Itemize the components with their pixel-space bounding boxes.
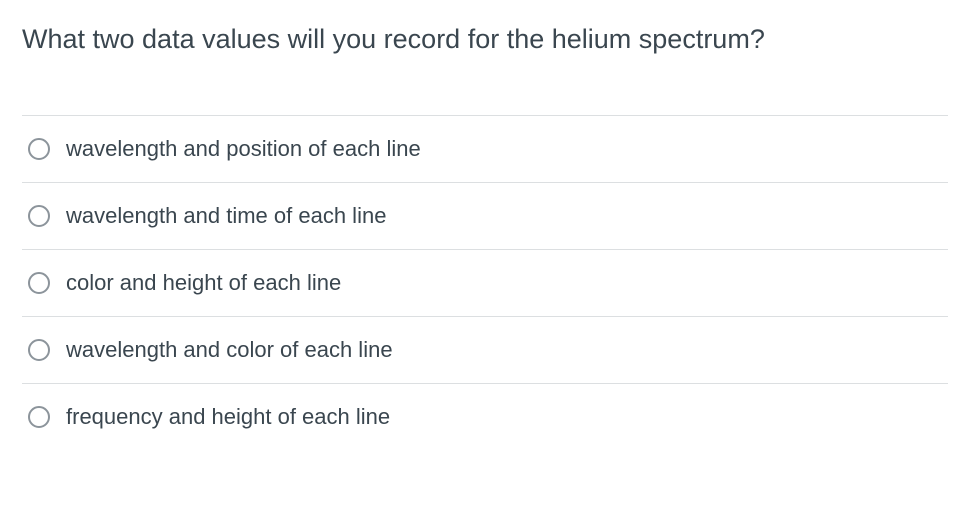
option-label: wavelength and time of each line — [66, 203, 386, 229]
radio-icon[interactable] — [28, 272, 50, 294]
options-list: wavelength and position of each line wav… — [22, 115, 948, 450]
radio-icon[interactable] — [28, 406, 50, 428]
option-row[interactable]: color and height of each line — [22, 249, 948, 316]
option-row[interactable]: wavelength and color of each line — [22, 316, 948, 383]
radio-icon[interactable] — [28, 339, 50, 361]
option-label: wavelength and position of each line — [66, 136, 421, 162]
radio-icon[interactable] — [28, 205, 50, 227]
option-row[interactable]: wavelength and time of each line — [22, 182, 948, 249]
question-block: What two data values will you record for… — [0, 0, 970, 450]
option-label: color and height of each line — [66, 270, 341, 296]
option-label: frequency and height of each line — [66, 404, 390, 430]
option-label: wavelength and color of each line — [66, 337, 393, 363]
radio-icon[interactable] — [28, 138, 50, 160]
question-text: What two data values will you record for… — [22, 22, 948, 57]
option-row[interactable]: frequency and height of each line — [22, 383, 948, 450]
option-row[interactable]: wavelength and position of each line — [22, 115, 948, 182]
